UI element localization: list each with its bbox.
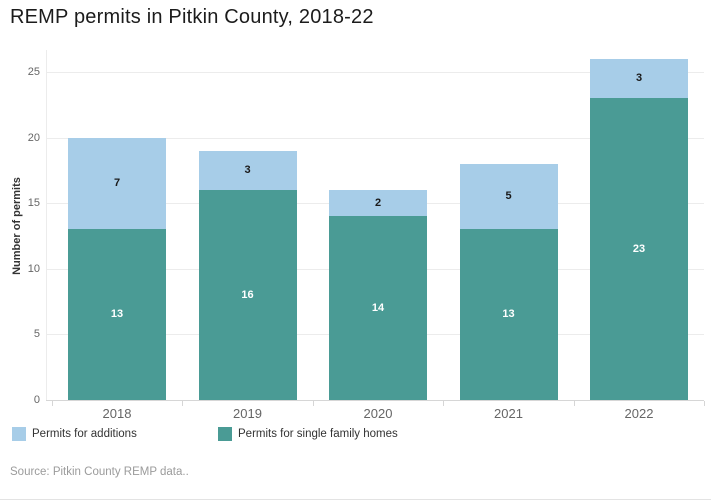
x-axis-tick: [182, 401, 183, 406]
bar-segment-2020: 14: [329, 216, 427, 400]
x-axis-tick: [704, 401, 705, 406]
legend-label: Permits for additions: [32, 428, 137, 440]
bar-segment-2021: 13: [459, 229, 558, 400]
x-axis-tick: [443, 401, 444, 406]
bar-segment-2021: 5: [459, 163, 558, 230]
x-axis-tick: [574, 401, 575, 406]
x-axis-tick: [52, 401, 53, 406]
y-tick-label-25: 25: [27, 66, 40, 78]
bar-value-label: 13: [110, 308, 124, 321]
y-tick-label-10: 10: [27, 262, 40, 275]
legend-label: Permits for single family homes: [238, 428, 398, 440]
gridline-y-20: [46, 137, 704, 139]
y-axis-line: [46, 50, 47, 400]
bar-value-label: 16: [241, 288, 254, 301]
legend-item: Permits for single family homes: [218, 427, 398, 441]
bar-group-2020: 2 14: [329, 190, 427, 400]
y-axis-title: Number of permits: [11, 177, 23, 275]
bar-value-label: 5: [505, 190, 512, 203]
bar-value-label: 23: [632, 242, 646, 255]
gridline-y-0: [46, 400, 704, 401]
bar-value-label: 3: [635, 72, 643, 85]
x-axis-tick: [313, 401, 314, 406]
x-category-label-2020: 2020: [363, 406, 393, 421]
bar-value-label: 14: [371, 301, 385, 314]
bar-group-2021: 5 13: [459, 163, 558, 400]
bar-group-2022: 3 23: [590, 58, 688, 400]
bar-segment-2022: 23: [590, 98, 688, 400]
x-category-label-2019: 2019: [233, 406, 262, 421]
bar-value-label: 3: [244, 163, 251, 176]
bar-value-label: 7: [113, 177, 121, 189]
legend-swatch-icon: [12, 427, 26, 441]
bar-segment-2018: 13: [68, 229, 166, 400]
bar-segment-2019: 16: [198, 190, 297, 400]
chart-title: REMP permits in Pitkin County, 2018-22: [10, 6, 374, 28]
x-category-label-2022: 2022: [624, 406, 654, 421]
legend-swatch-icon: [218, 427, 232, 441]
y-tick-label-0: 0: [33, 394, 40, 406]
bar-value-label: 13: [502, 308, 515, 321]
y-tick-label-20: 20: [27, 131, 40, 144]
legend-item: Permits for additions: [12, 427, 137, 441]
bar-value-label: 2: [374, 196, 382, 209]
bar-segment-2022: 3: [590, 58, 688, 99]
x-category-label-2018: 2018: [102, 406, 132, 421]
bar-segment-2019: 3: [198, 150, 297, 191]
gridline-y-25: [46, 72, 704, 73]
x-category-label-2021: 2021: [494, 406, 523, 421]
y-tick-label-5: 5: [33, 328, 40, 341]
bar-segment-2018: 7: [68, 137, 166, 230]
source-note: Source: Pitkin County REMP data..: [10, 466, 189, 478]
bar-group-2019: 3 16: [198, 150, 297, 400]
bar-segment-2020: 2: [329, 190, 427, 217]
y-tick-label-15: 15: [27, 197, 40, 210]
bar-group-2018: 7 13: [68, 137, 166, 400]
